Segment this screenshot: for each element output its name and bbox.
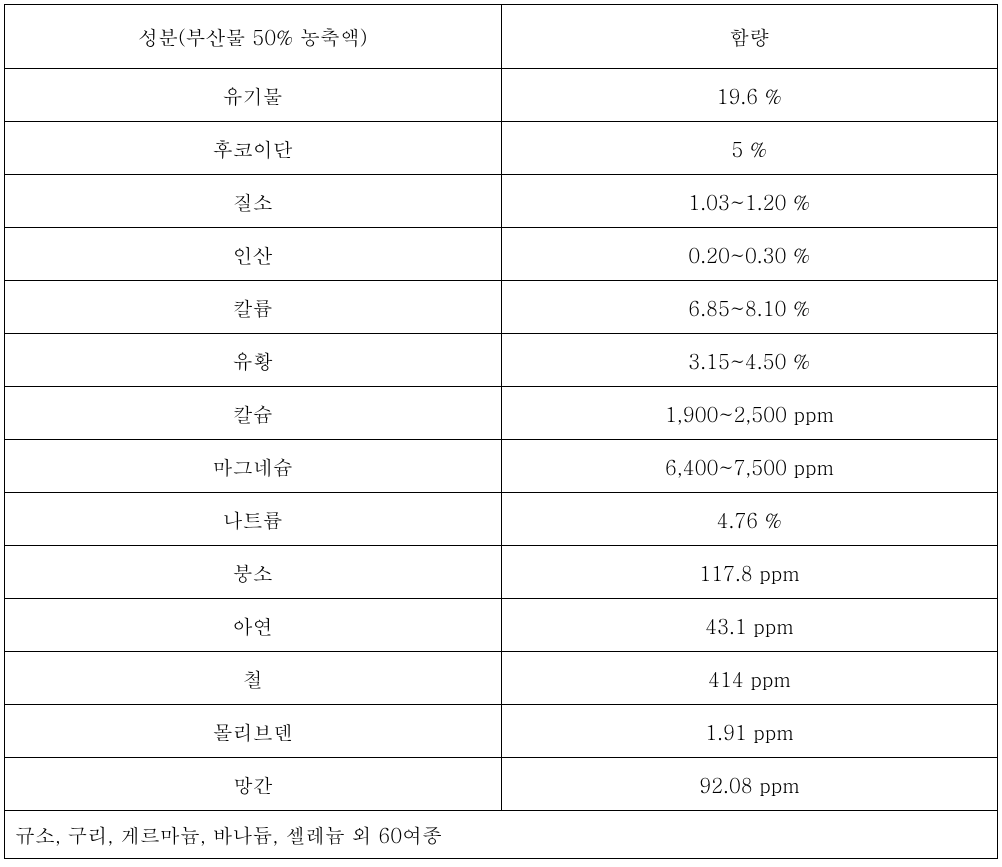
cell-component: 붕소 (5, 546, 502, 599)
cell-component: 칼륨 (5, 281, 502, 334)
composition-table: 성분(부산물 50% 농축액) 함량 유기물19.6 %후코이단5 %질소1.0… (4, 4, 998, 859)
table-row: 몰리브덴1.91 ppm (5, 705, 998, 758)
cell-content: 4.76 % (501, 493, 998, 546)
table-row: 칼륨6.85~8.10 % (5, 281, 998, 334)
footer-cell: 규소, 구리, 게르마늄, 바나듐, 셀레늄 외 60여종 (5, 811, 998, 859)
cell-content: 92.08 ppm (501, 758, 998, 811)
cell-content: 1,900~2,500 ppm (501, 387, 998, 440)
cell-component: 질소 (5, 175, 502, 228)
table-row: 망간92.08 ppm (5, 758, 998, 811)
header-component: 성분(부산물 50% 농축액) (5, 5, 502, 69)
cell-component: 망간 (5, 758, 502, 811)
table-row: 유기물19.6 % (5, 69, 998, 122)
cell-component: 유황 (5, 334, 502, 387)
cell-component: 몰리브덴 (5, 705, 502, 758)
table-row: 철414 ppm (5, 652, 998, 705)
cell-content: 43.1 ppm (501, 599, 998, 652)
table-row: 마그네슘6,400~7,500 ppm (5, 440, 998, 493)
table-header-row: 성분(부산물 50% 농축액) 함량 (5, 5, 998, 69)
cell-content: 414 ppm (501, 652, 998, 705)
cell-component: 후코이단 (5, 122, 502, 175)
cell-component: 마그네슘 (5, 440, 502, 493)
cell-content: 6.85~8.10 % (501, 281, 998, 334)
cell-content: 1.03~1.20 % (501, 175, 998, 228)
table-row: 나트륨4.76 % (5, 493, 998, 546)
table-row: 인산0.20~0.30 % (5, 228, 998, 281)
table-body: 유기물19.6 %후코이단5 %질소1.03~1.20 %인산0.20~0.30… (5, 69, 998, 811)
table-row: 후코이단5 % (5, 122, 998, 175)
cell-component: 철 (5, 652, 502, 705)
cell-content: 1.91 ppm (501, 705, 998, 758)
cell-component: 나트륨 (5, 493, 502, 546)
cell-content: 5 % (501, 122, 998, 175)
cell-content: 0.20~0.30 % (501, 228, 998, 281)
table-row: 질소1.03~1.20 % (5, 175, 998, 228)
header-content: 함량 (501, 5, 998, 69)
cell-content: 6,400~7,500 ppm (501, 440, 998, 493)
cell-component: 인산 (5, 228, 502, 281)
cell-component: 아연 (5, 599, 502, 652)
table-row: 칼슘1,900~2,500 ppm (5, 387, 998, 440)
table-row: 붕소117.8 ppm (5, 546, 998, 599)
table-row: 유황3.15~4.50 % (5, 334, 998, 387)
cell-content: 3.15~4.50 % (501, 334, 998, 387)
table-row: 아연43.1 ppm (5, 599, 998, 652)
cell-component: 칼슘 (5, 387, 502, 440)
cell-content: 19.6 % (501, 69, 998, 122)
table-footer-row: 규소, 구리, 게르마늄, 바나듐, 셀레늄 외 60여종 (5, 811, 998, 859)
cell-component: 유기물 (5, 69, 502, 122)
cell-content: 117.8 ppm (501, 546, 998, 599)
